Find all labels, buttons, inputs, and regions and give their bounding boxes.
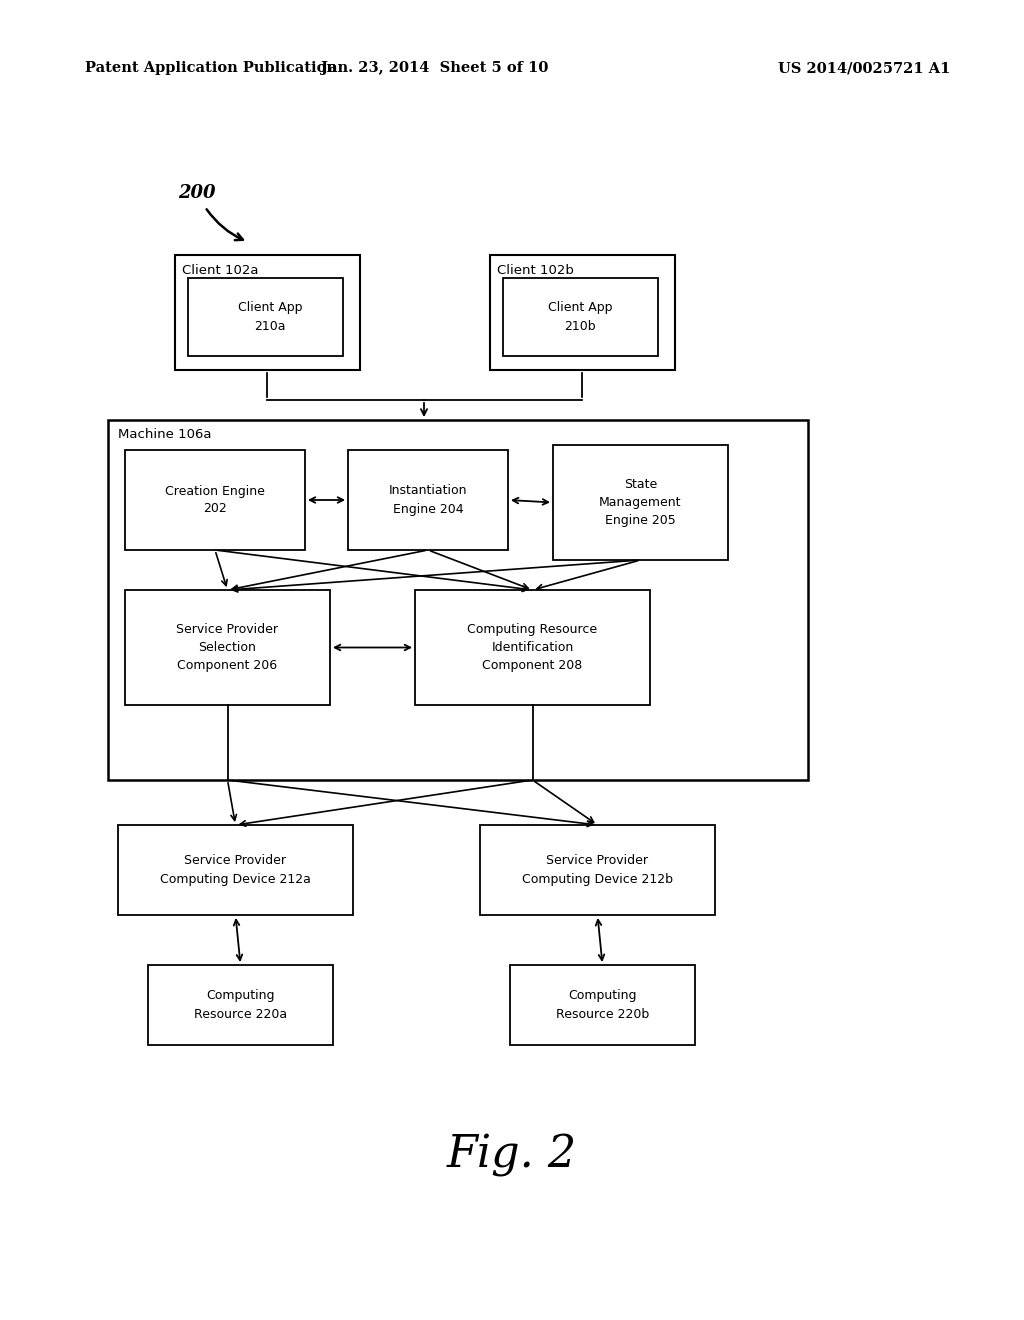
- Text: Creation Engine
202: Creation Engine 202: [165, 484, 265, 516]
- Bar: [118, 825, 353, 915]
- Text: Service Provider
Computing Device 212a: Service Provider Computing Device 212a: [160, 854, 311, 886]
- Text: 200: 200: [178, 183, 215, 202]
- Text: Computing
Resource 220b: Computing Resource 220b: [556, 990, 649, 1020]
- Bar: [415, 590, 650, 705]
- Text: Machine 106a: Machine 106a: [118, 429, 212, 441]
- Bar: [125, 590, 330, 705]
- Bar: [503, 279, 658, 356]
- Text: Service Provider
Computing Device 212b: Service Provider Computing Device 212b: [522, 854, 673, 886]
- Bar: [553, 445, 728, 560]
- Text: Fig. 2: Fig. 2: [446, 1134, 578, 1176]
- Bar: [348, 450, 508, 550]
- Bar: [175, 255, 360, 370]
- Text: State
Management
Engine 205: State Management Engine 205: [599, 478, 682, 527]
- Text: Client 102b: Client 102b: [497, 264, 573, 276]
- Text: Client 102a: Client 102a: [182, 264, 258, 276]
- Text: Computing Resource
Identification
Component 208: Computing Resource Identification Compon…: [467, 623, 598, 672]
- Text: Computing
Resource 220a: Computing Resource 220a: [194, 990, 287, 1020]
- Text: Instantiation
Engine 204: Instantiation Engine 204: [389, 484, 467, 516]
- Bar: [510, 965, 695, 1045]
- Bar: [480, 825, 715, 915]
- Bar: [188, 279, 343, 356]
- Text: Client App
210b: Client App 210b: [548, 301, 612, 333]
- Bar: [125, 450, 305, 550]
- Text: US 2014/0025721 A1: US 2014/0025721 A1: [777, 61, 950, 75]
- Bar: [148, 965, 333, 1045]
- Bar: [108, 420, 808, 780]
- Text: Service Provider
Selection
Component 206: Service Provider Selection Component 206: [176, 623, 279, 672]
- Text: Jan. 23, 2014  Sheet 5 of 10: Jan. 23, 2014 Sheet 5 of 10: [322, 61, 549, 75]
- Bar: [490, 255, 675, 370]
- Text: Client App
210a: Client App 210a: [238, 301, 302, 333]
- Text: Patent Application Publication: Patent Application Publication: [85, 61, 337, 75]
